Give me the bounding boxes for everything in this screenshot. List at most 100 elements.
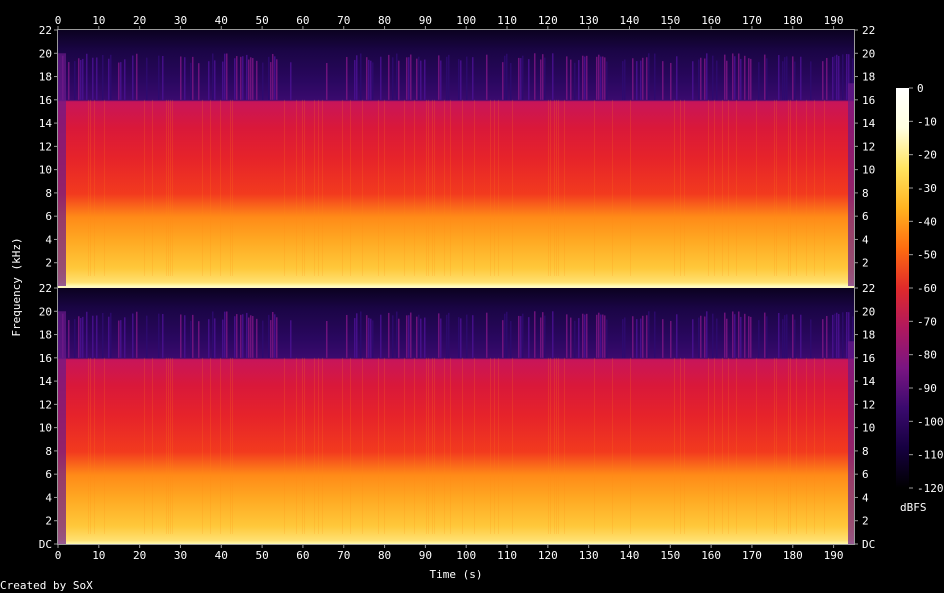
colorbar-tick-labels: 0 -10 -20 -30 -40 -50 -60 -70 -80 -90 -100 -110 -120: [909, 82, 944, 495]
hf-streak: [406, 315, 408, 358]
x-tick-top: 80: [378, 14, 391, 27]
y-tick-right: 14: [862, 117, 876, 130]
hf-streak: [410, 54, 412, 100]
hf-streak: [74, 61, 76, 100]
y-tick-left: 18: [39, 71, 52, 84]
x-tick-labels-bottom: 0 10 20 30 40 50 60 70 80 90 100 110 120 130 140 150 160…: [55, 549, 844, 562]
x-tick-bottom: 70: [337, 549, 350, 562]
hf-streak: [416, 316, 418, 358]
body-streak: [202, 99, 203, 277]
body-streak: [788, 357, 789, 534]
y-tick-left: 16: [39, 352, 52, 365]
y-tick-right: 20: [862, 305, 875, 318]
body-streak: [554, 99, 555, 277]
hf-streak: [86, 311, 88, 358]
hf-streak: [852, 58, 854, 100]
hf-streak: [410, 312, 412, 358]
y-tick-left: 20: [39, 47, 52, 60]
body-streak: [630, 99, 631, 277]
body-streak: [384, 99, 385, 277]
hf-streak: [198, 63, 200, 100]
body-streak: [322, 357, 323, 534]
x-tick-top: 190: [824, 14, 844, 27]
y-tick-left: 4: [45, 491, 52, 504]
hf-streak: [846, 53, 848, 100]
hf-streak: [80, 317, 82, 358]
body-streak: [556, 99, 557, 277]
hf-streak: [354, 60, 356, 100]
x-tick-top: 120: [538, 14, 558, 27]
hf-streak: [706, 311, 708, 358]
edge-column: [58, 53, 66, 286]
hf-streak: [744, 55, 746, 100]
body-streak: [166, 357, 167, 534]
body-streak: [172, 99, 173, 277]
hf-streak: [420, 60, 422, 100]
hf-streak: [852, 316, 854, 358]
hf-streak: [826, 57, 828, 100]
hf-streak: [418, 56, 420, 100]
colorbar-tick: -50: [917, 249, 937, 262]
hf-streak: [800, 314, 802, 358]
hf-streak: [460, 60, 462, 100]
hf-streak: [326, 63, 328, 100]
body-streak: [220, 99, 221, 277]
hf-streak: [398, 60, 400, 100]
body-streak: [90, 99, 91, 277]
body-streak: [232, 99, 233, 277]
hf-streak: [510, 63, 512, 100]
hf-streak: [192, 314, 194, 358]
x-tick-top: 100: [456, 14, 476, 27]
colorbar-tick: -20: [917, 149, 937, 162]
hf-streak: [248, 59, 250, 100]
hf-streak: [466, 314, 468, 358]
body-streak: [220, 357, 221, 534]
body-streak: [494, 357, 495, 534]
x-tick-bottom: 140: [620, 549, 640, 562]
hf-streak: [642, 315, 644, 358]
hf-streak: [566, 56, 568, 100]
hf-streak: [600, 56, 602, 100]
hf-streak: [370, 60, 372, 100]
body-streak: [434, 357, 435, 534]
hf-streak: [636, 61, 638, 100]
hf-streak: [518, 57, 520, 100]
hf-streak: [96, 57, 98, 100]
hf-streak: [606, 61, 608, 100]
hf-streak: [78, 316, 80, 358]
y-tick-right: 2: [862, 257, 869, 270]
hf-streak: [848, 312, 850, 358]
hf-streak: [624, 59, 626, 100]
hf-streak: [120, 62, 122, 100]
hf-streak: [758, 320, 760, 358]
hf-streak: [504, 313, 506, 358]
x-tick-top: 60: [296, 14, 309, 27]
hf-streak: [706, 53, 708, 100]
hf-streak: [522, 55, 524, 100]
hf-streak: [246, 54, 248, 100]
body-streak: [594, 357, 595, 534]
body-streak: [558, 99, 559, 277]
hf-streak: [600, 314, 602, 358]
hf-streak: [766, 58, 768, 100]
body-streak: [318, 99, 319, 277]
hf-streak: [198, 321, 200, 358]
hf-streak: [842, 312, 844, 358]
edge-column: [848, 83, 854, 286]
hf-streak: [782, 319, 784, 358]
y-tick-right: 16: [862, 94, 875, 107]
footer-credit: Created by SoX: [0, 579, 93, 592]
x-tick-top: 70: [337, 14, 350, 27]
y-tick-left: DC: [39, 538, 52, 551]
body-streak: [170, 99, 171, 277]
hf-streak: [262, 62, 264, 100]
body-streak: [104, 357, 105, 534]
hf-streak: [274, 314, 276, 358]
hf-streak: [692, 319, 694, 358]
y-tick-left: 2: [45, 515, 52, 528]
body-streak: [90, 357, 91, 534]
hf-streak: [448, 312, 450, 358]
x-tick-top: 50: [255, 14, 268, 27]
body-streak: [414, 99, 415, 277]
